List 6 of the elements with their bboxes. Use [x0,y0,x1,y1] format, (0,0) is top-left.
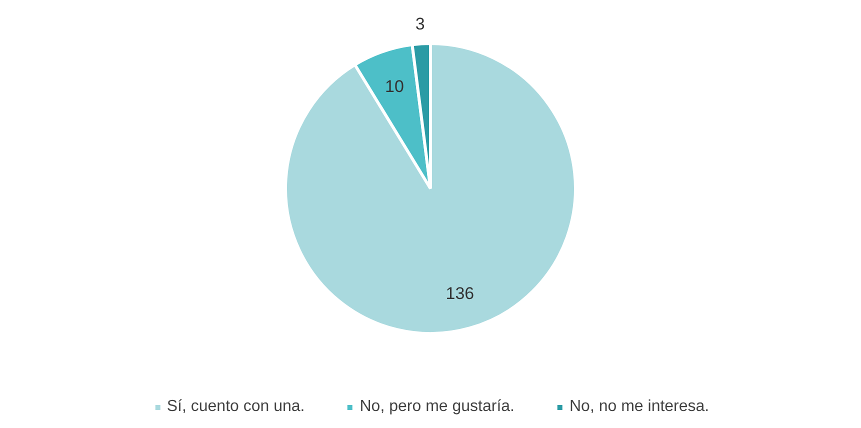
data-label: 10 [385,76,404,96]
legend-label: No, pero me gustaría. [360,398,514,416]
legend-label: Sí, cuento con una. [166,398,305,416]
legend-label: No, no me interesa. [570,398,710,416]
data-label: 136 [446,284,474,304]
data-label: 3 [415,14,425,34]
